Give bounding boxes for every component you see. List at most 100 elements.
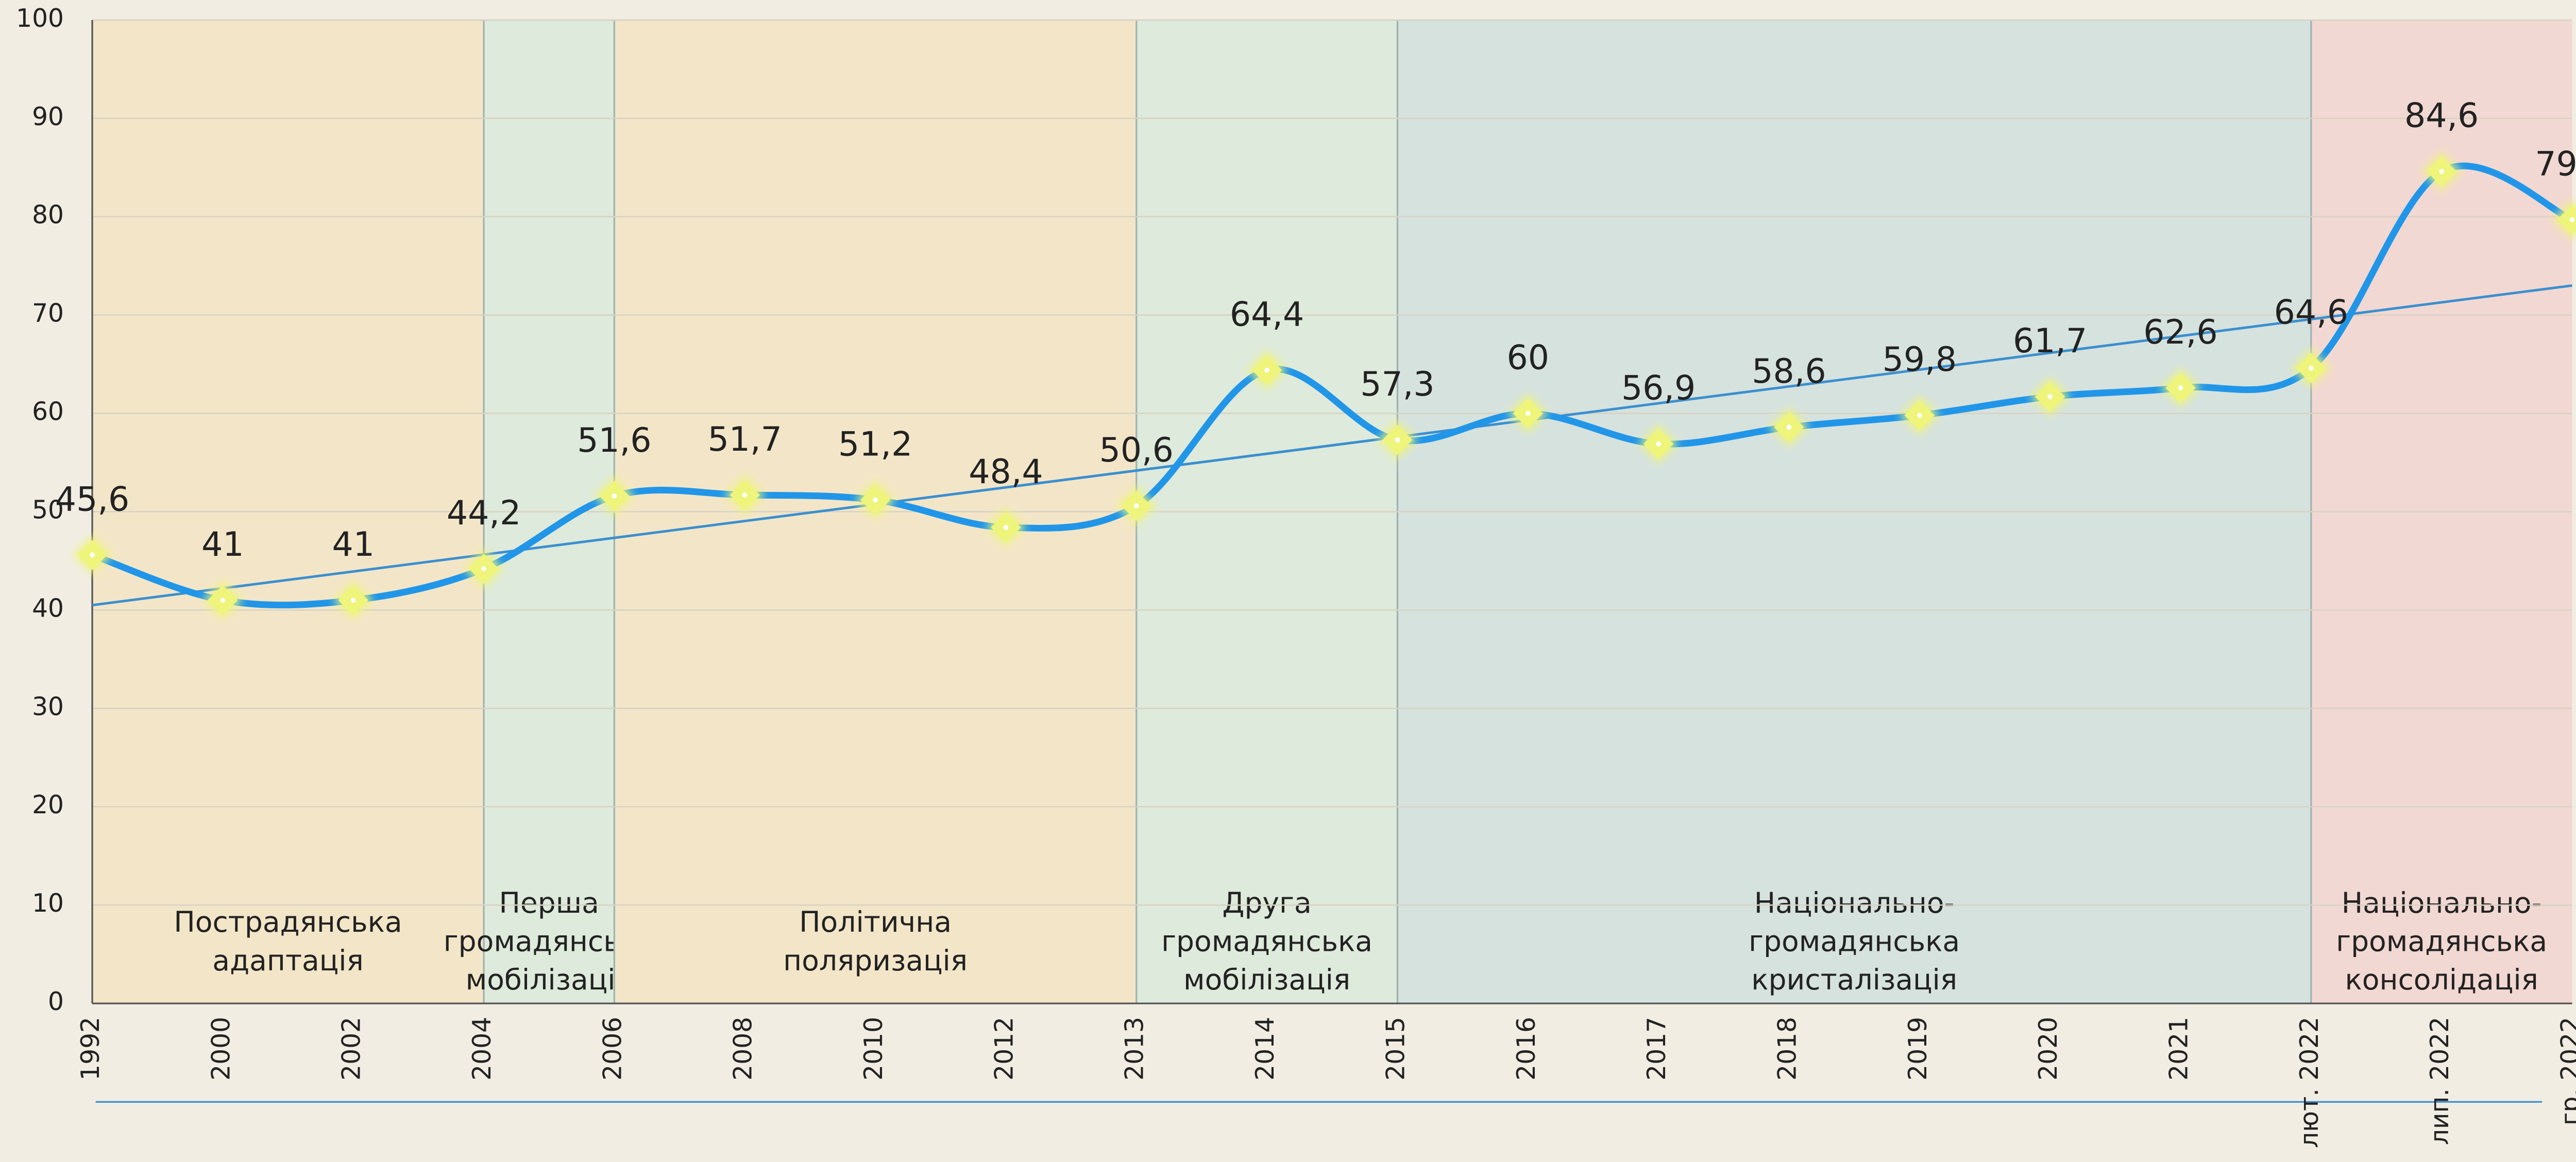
marker-center [1656,441,1661,447]
data-marker [202,580,243,621]
marker-center [2569,217,2575,223]
x-tick-label: 2008 [729,1017,758,1081]
value-label: 84,6 [2404,97,2479,135]
value-label: 48,4 [969,453,1043,491]
period-label: консолідація [2345,963,2538,996]
data-marker [1507,393,1548,434]
marker-center [1133,503,1139,508]
period-label: Національно- [1754,886,1955,919]
marker-center [220,597,226,603]
trend-line [92,284,2572,607]
marker-center [2439,169,2445,174]
y-tick-label: 20 [32,791,64,819]
period-label: Політична [799,905,952,938]
value-label: 64,4 [1230,295,1304,334]
x-tick-label: лют. 2022 [2295,1017,2324,1148]
data-marker [1899,395,1940,436]
y-tick-label: 80 [32,201,64,230]
period-label: Перша [499,886,599,919]
value-label: 61,7 [2013,322,2087,361]
y-tick-label: 40 [32,594,64,623]
x-tick-label: 2010 [859,1017,888,1081]
y-tick-label: 30 [32,692,64,721]
value-label: 58,6 [1752,352,1826,391]
marker-center [742,492,748,498]
x-tick-label: 2015 [1381,1017,1410,1081]
x-tick-label: гр. 2022 [2556,1017,2576,1125]
marker-center [612,493,617,499]
marker-center [873,497,878,503]
x-tick-label: 2017 [1642,1017,1671,1081]
x-tick-label: 2000 [207,1017,235,1081]
period-label: громадянська [1161,925,1372,958]
value-label: 41 [332,525,374,564]
value-label: 60 [1507,338,1549,377]
value-label: 45,6 [55,480,129,519]
x-tick-label: 2014 [1251,1017,1280,1081]
x-tick-label: 2004 [468,1017,497,1081]
value-label: 56,9 [1621,369,1696,408]
data-marker [855,480,895,520]
y-tick-label: 50 [32,495,64,524]
x-tick-label: 2019 [1904,1017,1933,1081]
marker-center [1003,525,1009,530]
marker-center [350,597,356,603]
x-tick-label: 2013 [1121,1017,1149,1081]
period-label: Друга [1222,886,1311,919]
marker-center [2047,394,2053,399]
value-label: 59,8 [1883,340,1957,379]
marker-center [1395,437,1400,442]
period-label: громадянська [1749,925,1960,958]
value-label: 51,7 [708,420,782,459]
y-tick-label: 90 [32,102,64,131]
x-tick-label: лип. 2022 [2426,1017,2454,1145]
marker-center [1525,411,1531,416]
period-label: кристалізація [1751,963,1957,996]
value-label: 51,6 [577,421,651,460]
period-label: адаптація [212,944,363,977]
marker [2557,204,2576,235]
y-tick-label: 60 [32,398,64,426]
data-marker [2552,199,2576,240]
y-tick-label: 100 [16,4,64,33]
x-tick-label: 2012 [990,1017,1019,1081]
marker-center [1917,413,1922,418]
period-label: Національно- [2342,886,2542,919]
x-tick-label: 2021 [2164,1017,2193,1081]
value-label: 50,6 [1099,431,1174,470]
data-marker [333,580,374,621]
period-label: поляризація [783,944,968,977]
value-label: 44,2 [447,494,521,533]
y-tick-label: 0 [48,987,64,1016]
value-label: 62,6 [2143,313,2217,352]
y-tick-label: 70 [32,299,64,328]
value-label: 51,2 [838,425,912,464]
y-tick-label: 10 [32,889,64,918]
x-tick-label: 2016 [1512,1017,1541,1081]
value-label: 79,7 [2535,145,2576,183]
marker-center [2178,385,2183,390]
value-label: 57,3 [1360,365,1434,404]
data-marker [2030,377,2071,417]
x-tick-label: 2002 [337,1017,366,1081]
period-label: мобілізація [1183,963,1350,996]
data-marker [1769,407,1809,448]
data-marker [1377,420,1418,460]
marker-center [90,552,95,558]
value-label: 41 [201,525,244,564]
x-tick-label: 2018 [1773,1017,1802,1081]
x-tick-label: 2006 [598,1017,627,1081]
data-marker [1116,486,1157,526]
period-label: громадянська [2336,925,2547,958]
marker-center [1264,367,1269,373]
x-tick-label: 2020 [2034,1017,2063,1081]
data-marker [2160,368,2201,408]
value-label: 64,6 [2274,294,2348,332]
x-tick-label: 1992 [76,1017,105,1081]
period-label: Пострадянська [174,905,402,938]
marker-center [1786,424,1792,430]
period-label: мобілізація [466,963,633,996]
marker-center [2308,365,2314,371]
marker-center [481,566,486,572]
